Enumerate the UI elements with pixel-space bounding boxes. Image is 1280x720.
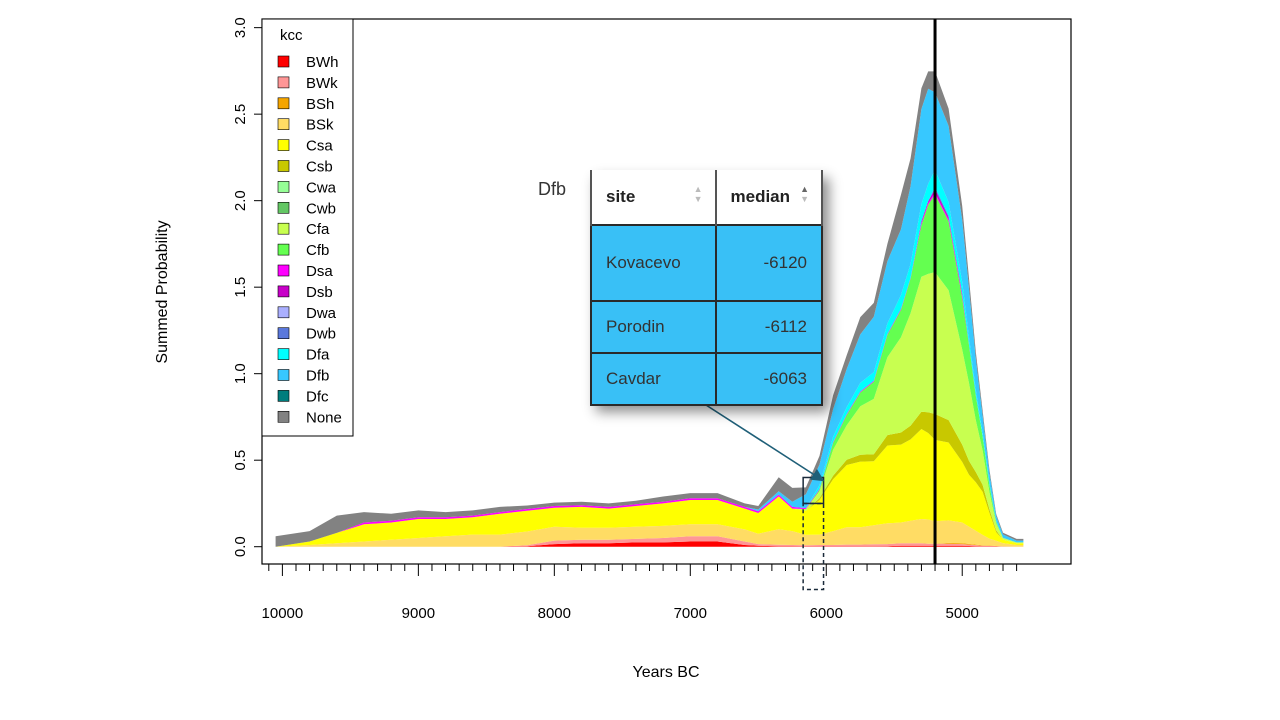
legend-label-dsa: Dsa <box>306 263 333 280</box>
legend-label-bwh: BWh <box>306 54 339 71</box>
inset-table-panel: site ▲ ▼ median ▲ ▼ Kovacevo -6120 Porodin… <box>590 170 823 406</box>
column-header-median-label: median <box>730 187 791 206</box>
legend-swatch-bwk <box>277 76 290 89</box>
inset-label: Dfb <box>538 179 566 199</box>
legend-swatch-cwb <box>277 202 290 214</box>
legend-swatch-dfc <box>277 390 290 402</box>
legend-swatch-csa <box>277 139 290 151</box>
y-tick-label: 1.0 <box>232 363 249 384</box>
legend-swatch-dsb <box>277 285 290 298</box>
area-series-bwk <box>275 536 1024 547</box>
legend-label-csa: Csa <box>306 138 333 155</box>
y-tick-label: 3.0 <box>232 17 249 38</box>
legend-swatch-dfb <box>277 369 290 381</box>
median-cell: -6120 <box>714 224 823 302</box>
sort-icon[interactable]: ▲ ▼ <box>693 184 703 204</box>
x-tick-label: 5000 <box>946 605 979 622</box>
legend-swatch-bwh <box>277 55 290 68</box>
legend-label-cwa: Cwa <box>306 179 337 196</box>
x-axis-title: Years BC <box>633 664 700 681</box>
axes: 0.0 0.5 1.0 1.5 2.0 2.5 3.0 10000 9000 8000 7000 60… <box>232 17 1018 622</box>
x-tick-label: 10000 <box>262 605 304 622</box>
area-series-cfb <box>275 194 1024 547</box>
legend-swatch-cfa <box>277 222 290 235</box>
legend-label-cwb: Cwb <box>306 200 336 217</box>
area-series-dfa <box>275 170 1024 547</box>
legend-swatch-dsa <box>277 264 290 277</box>
legend-label-cfa: Cfa <box>306 221 330 238</box>
legend-swatch-dwa <box>277 306 290 319</box>
legend-swatch-none <box>277 410 290 423</box>
y-tick-label: 0.0 <box>232 536 249 557</box>
legend-swatch-cfb <box>277 243 290 256</box>
y-tick-label: 1.5 <box>232 277 249 298</box>
legend-label-cfb: Cfb <box>306 242 329 259</box>
legend-label-dfc: Dfc <box>306 388 329 405</box>
y-tick-label: 0.5 <box>232 450 249 471</box>
column-header-site-label: site <box>606 187 636 206</box>
table-row: Kovacevo -6120 <box>590 224 823 302</box>
legend-label-dwb: Dwb <box>306 326 336 343</box>
table-header-row: site ▲ ▼ median ▲ ▼ <box>590 170 823 225</box>
legend-swatch-bsh <box>277 97 290 110</box>
legend-box <box>261 18 354 437</box>
site-cell: Kovacevo <box>590 224 717 302</box>
highlight-dashed-extension <box>802 502 825 591</box>
legend-label-dwa: Dwa <box>306 305 337 322</box>
legend-label-none: None <box>306 409 342 426</box>
legend-label-dsb: Dsb <box>306 284 333 301</box>
legend-title: kcc <box>280 27 303 44</box>
area-series-csb <box>275 411 1024 547</box>
legend: kcc BWh BWk BSh BSk Csa Csb Cwa Cwb Cfa Cfb Dsa Dsb… <box>261 18 354 437</box>
x-tick-label: 7000 <box>674 605 707 622</box>
y-axis-title: Summed Probability <box>154 220 171 363</box>
area-series-none <box>275 71 1024 547</box>
y-tick-label: 2.0 <box>232 190 249 211</box>
area-series-cfa <box>275 272 1024 547</box>
inset-table: site ▲ ▼ median ▲ ▼ Kovacevo -6120 Porodin… <box>590 170 823 406</box>
area-series-csa <box>275 429 1024 547</box>
table-row: Cavdar -6063 <box>590 352 823 406</box>
legend-swatch-cwa <box>277 181 290 193</box>
site-cell: Porodin <box>590 300 717 354</box>
y-tick-label: 2.5 <box>232 104 249 125</box>
site-cell: Cavdar <box>590 352 717 406</box>
legend-swatch-dwb <box>277 327 290 340</box>
area-series-dfb <box>275 88 1024 547</box>
x-tick-label: 8000 <box>538 605 571 622</box>
area-series-bwh <box>275 541 1024 547</box>
legend-swatch-bsk <box>277 118 290 130</box>
callout-arrow <box>705 404 825 482</box>
column-header-median[interactable]: median ▲ ▼ <box>714 170 823 225</box>
legend-label-csb: Csb <box>306 159 333 176</box>
stacked-areas <box>275 71 1024 547</box>
legend-label-dfa: Dfa <box>306 347 330 364</box>
median-cell: -6112 <box>714 300 823 354</box>
area-series-bsk <box>275 519 1024 547</box>
legend-label-dfb: Dfb <box>306 368 329 385</box>
x-tick-label: 6000 <box>810 605 843 622</box>
legend-label-bwk: BWk <box>306 75 338 92</box>
sort-ascending-icon[interactable]: ▲ ▼ <box>800 184 809 204</box>
highlight-region <box>705 404 825 591</box>
table-row: Porodin -6112 <box>590 300 823 354</box>
legend-label-bsk: BSk <box>306 117 334 134</box>
column-header-site[interactable]: site ▲ ▼ <box>590 170 717 225</box>
legend-swatch-dfa <box>277 348 290 360</box>
legend-swatch-csb <box>277 160 290 172</box>
median-cell: -6063 <box>714 352 823 406</box>
legend-label-bsh: BSh <box>306 96 334 113</box>
x-tick-label: 9000 <box>402 605 435 622</box>
